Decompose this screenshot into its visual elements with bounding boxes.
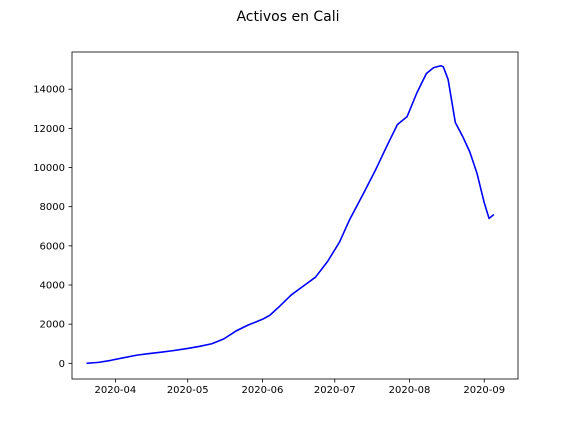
x-tick-label: 2020-07 (314, 385, 356, 396)
y-tick-label: 2000 (40, 320, 65, 331)
y-tick-label: 6000 (40, 241, 65, 252)
x-tick-label: 2020-06 (242, 385, 284, 396)
x-tick-label: 2020-09 (463, 385, 505, 396)
x-tick-label: 2020-08 (389, 385, 431, 396)
y-axis: 0 2000 4000 6000 8000 10000 12000 14000 (33, 85, 72, 370)
y-tick-label: 8000 (40, 202, 65, 213)
y-tick-label: 10000 (33, 163, 65, 174)
x-tick-label: 2020-05 (167, 385, 209, 396)
series-line-activos (86, 64, 495, 365)
x-tick-label: 2020-04 (94, 385, 136, 396)
x-axis: 2020-04 2020-05 2020-06 2020-07 2020-08 2020-… (94, 379, 505, 396)
y-tick-label: 4000 (40, 281, 65, 292)
plot-area-frame (71, 51, 519, 380)
y-tick-label: 12000 (33, 124, 65, 135)
y-tick-label: 0 (59, 359, 65, 370)
chart-title: Activos en Cali (236, 9, 339, 25)
y-tick-label: 14000 (33, 85, 65, 96)
